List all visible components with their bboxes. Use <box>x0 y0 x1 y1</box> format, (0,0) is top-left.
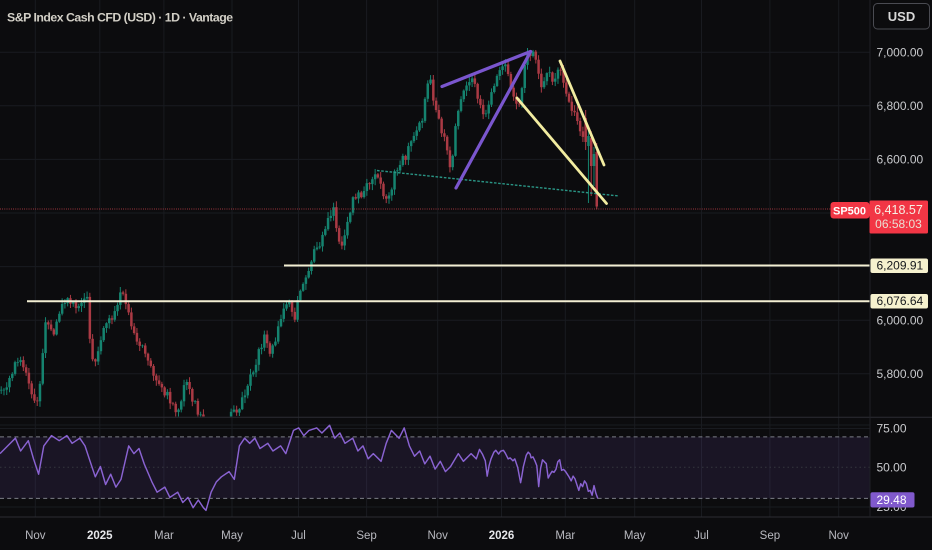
svg-text:29.48: 29.48 <box>877 493 907 507</box>
svg-text:Sep: Sep <box>760 530 780 542</box>
svg-text:Mar: Mar <box>154 530 174 542</box>
svg-text:2026: 2026 <box>489 530 515 542</box>
svg-text:06:58:03: 06:58:03 <box>875 217 922 231</box>
svg-text:Nov: Nov <box>25 530 46 542</box>
svg-text:Nov: Nov <box>427 530 448 542</box>
svg-text:6,418.57: 6,418.57 <box>874 203 923 217</box>
svg-text:5,800.00: 5,800.00 <box>877 367 924 381</box>
svg-text:Sep: Sep <box>356 530 376 542</box>
svg-text:6,800.00: 6,800.00 <box>877 99 924 113</box>
svg-text:6,209.91: 6,209.91 <box>877 259 924 273</box>
svg-text:Mar: Mar <box>555 530 575 542</box>
svg-text:Jul: Jul <box>291 530 306 542</box>
svg-text:6,000.00: 6,000.00 <box>877 313 924 327</box>
svg-text:6,076.64: 6,076.64 <box>877 294 924 308</box>
svg-text:May: May <box>624 530 646 542</box>
svg-text:7,000.00: 7,000.00 <box>877 45 924 59</box>
svg-text:Nov: Nov <box>828 530 849 542</box>
svg-text:Jul: Jul <box>694 530 709 542</box>
svg-text:50.00: 50.00 <box>877 461 907 475</box>
svg-text:May: May <box>221 530 243 542</box>
svg-text:USD: USD <box>888 9 915 24</box>
svg-text:S&P Index Cash CFD (USD) · 1D: S&P Index Cash CFD (USD) · 1D · Vantage <box>7 11 233 25</box>
svg-text:SP500: SP500 <box>833 205 866 217</box>
svg-text:75.00: 75.00 <box>877 422 907 436</box>
svg-text:6,600.00: 6,600.00 <box>877 153 924 167</box>
svg-text:2025: 2025 <box>87 530 113 542</box>
